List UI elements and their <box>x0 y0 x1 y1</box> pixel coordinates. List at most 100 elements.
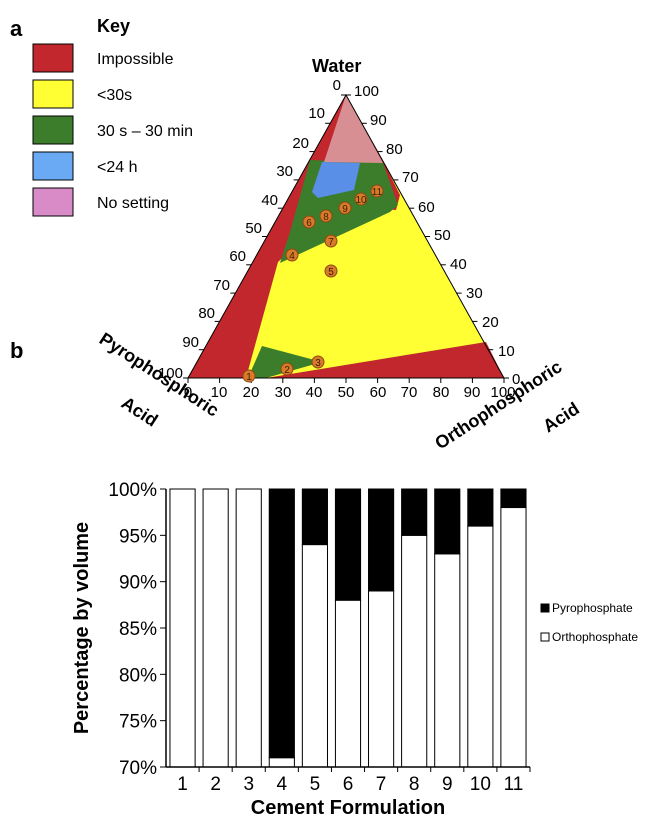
bar-pyrophosphate <box>434 488 461 555</box>
bar-layer <box>169 488 527 768</box>
region-under-24h <box>312 162 360 198</box>
svg-text:5: 5 <box>328 267 334 278</box>
svg-text:7: 7 <box>328 237 334 248</box>
formulation-marker: 7 <box>324 234 338 248</box>
right-tick-label: 20 <box>482 314 499 331</box>
bar-orthophosphate <box>202 488 229 768</box>
legend-label-orthophosphate: Orthophosphate <box>552 630 638 644</box>
x-axis-title: Cement Formulation <box>251 797 445 819</box>
y-tick-label: 95% <box>119 526 157 547</box>
svg-text:6: 6 <box>306 218 312 229</box>
left-tick-label: 50 <box>245 220 262 237</box>
x-tick-label: 8 <box>409 774 420 795</box>
right-tick-label: 60 <box>418 199 435 216</box>
vertex-label-water: Water <box>312 56 361 76</box>
bottom-tick-label: 40 <box>306 384 323 401</box>
bar-orthophosphate <box>434 553 461 768</box>
key-label-no-setting: No setting <box>97 195 169 212</box>
x-tick-label: 11 <box>504 774 524 795</box>
y-axis-title: Percentage by volume <box>71 522 93 734</box>
y-tick-label: 100% <box>108 480 157 501</box>
region-30s-30min-top <box>280 160 398 263</box>
ternary-panel: a b Key Impossible <30s 30 s – 30 min <2… <box>10 16 583 453</box>
key-swatch-under-24h <box>32 151 74 181</box>
right-tick-label: 100 <box>354 83 379 100</box>
formulation-marker: 5 <box>324 264 338 278</box>
bar-orthophosphate <box>169 488 196 768</box>
key-label-under-30s: <30s <box>97 87 132 104</box>
y-tick-label: 90% <box>119 573 157 594</box>
x-tick-label: 2 <box>210 774 221 795</box>
formulation-marker: 3 <box>311 355 325 369</box>
formulation-marker: 11 <box>370 184 384 198</box>
x-tick-label: 7 <box>376 774 387 795</box>
left-tick-label: 80 <box>198 305 215 322</box>
svg-text:10: 10 <box>355 195 367 206</box>
left-tick-label: 30 <box>276 163 293 180</box>
formulation-marker: 6 <box>302 215 316 229</box>
region-no-setting <box>324 95 383 163</box>
bar-pyrophosphate <box>500 488 527 509</box>
region-impossible-bottom <box>266 342 504 378</box>
key-label-30s-30min: 30 s – 30 min <box>97 123 193 140</box>
bar-orthophosphate <box>301 544 328 768</box>
bar-pyrophosphate <box>401 488 428 536</box>
panel-label-a: a <box>10 16 23 41</box>
bottom-tick-label: 50 <box>338 384 355 401</box>
bar-pyrophosphate <box>334 488 362 601</box>
panel-label-b: b <box>10 338 23 363</box>
bottom-tick-label: 30 <box>275 384 292 401</box>
key-swatch-under-30s <box>32 79 74 109</box>
bar-pyrophosphate <box>467 488 494 527</box>
y-tick-layer: 70% 75% 80% 85% 90% 95% 100% <box>108 480 166 779</box>
right-tick-label: 50 <box>434 227 451 244</box>
right-tick-label: 10 <box>498 343 515 360</box>
x-tick-label: 1 <box>177 774 188 795</box>
left-tick-label: 70 <box>213 277 230 294</box>
bar-orthophosphate <box>500 507 527 768</box>
y-tick-label: 80% <box>119 665 157 686</box>
formulation-marker: 10 <box>354 192 368 206</box>
bar-orthophosphate <box>368 590 395 768</box>
x-tick-label: 5 <box>310 774 321 795</box>
formulation-marker: 1 <box>242 369 256 383</box>
left-tick-label: 0 <box>333 77 341 94</box>
x-tick-layer: 1 2 3 4 5 6 7 8 9 10 11 <box>177 767 531 795</box>
right-tick-label: 0 <box>512 371 520 388</box>
formulation-marker: 4 <box>285 248 299 262</box>
bar-orthophosphate <box>467 525 494 768</box>
region-under-30s <box>188 95 504 378</box>
right-tick-label: 40 <box>450 256 467 273</box>
bottom-tick-label: 10 <box>211 384 228 401</box>
bar-orthophosphate <box>401 534 428 768</box>
region-30s-30min-bottom <box>248 346 322 378</box>
bottom-tick-label: 20 <box>243 384 260 401</box>
right-tick-label: 70 <box>402 169 419 186</box>
svg-text:8: 8 <box>323 212 329 223</box>
bar-orthophosphate <box>334 599 362 768</box>
key-label-impossible: Impossible <box>97 51 174 68</box>
x-tick-label: 3 <box>243 774 254 795</box>
left-tick-label: 100 <box>158 365 183 382</box>
x-tick-label: 4 <box>277 774 288 795</box>
bar-pyrophosphate <box>368 488 395 592</box>
bottom-tick-label: 90 <box>464 384 481 401</box>
left-tick-label: 90 <box>182 334 199 351</box>
key-swatch-30s-30min <box>32 115 74 145</box>
svg-text:1: 1 <box>246 372 252 383</box>
bar-orthophosphate <box>235 488 262 768</box>
svg-text:11: 11 <box>372 187 383 198</box>
y-tick-label: 70% <box>119 758 157 779</box>
key-swatch-impossible <box>32 43 74 73</box>
left-tick-label: 40 <box>261 192 278 209</box>
bottom-tick-label: 60 <box>370 384 387 401</box>
x-tick-label: 9 <box>442 774 453 795</box>
legend-label-pyrophosphate: Pyrophosphate <box>552 601 633 615</box>
y-tick-label: 85% <box>119 619 157 640</box>
legend-swatch-pyrophosphate <box>540 603 550 613</box>
right-tick-label: 90 <box>370 112 387 129</box>
bar-pyrophosphate <box>268 488 295 759</box>
svg-text:3: 3 <box>315 358 321 369</box>
left-tick-label: 10 <box>308 105 325 122</box>
